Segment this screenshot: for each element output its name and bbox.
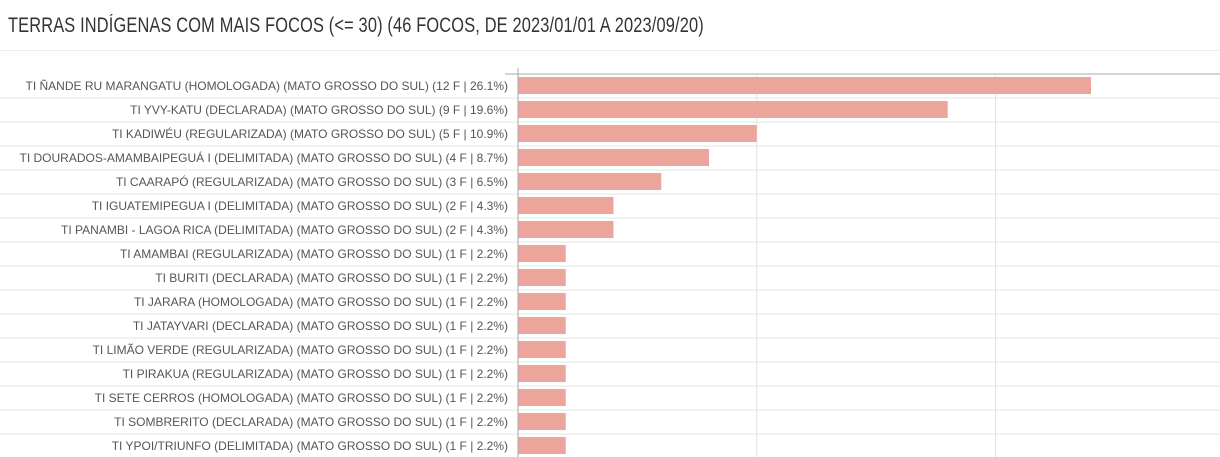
category-label: TI DOURADOS-AMAMBAIPEGUÁ I (DELIMITADA) … [19, 150, 508, 165]
title-divider [0, 50, 1220, 51]
category-label: TI BURITI (DECLARADA) (MATO GROSSO DO SU… [155, 271, 508, 285]
category-label: TI LIMÃO VERDE (REGULARIZADA) (MATO GROS… [93, 343, 508, 357]
category-label: TI SETE CERROS (HOMOLOGADA) (MATO GROSSO… [95, 391, 508, 405]
category-label: TI IGUATEMIPEGUA I (DELIMITADA) (MATO GR… [92, 199, 508, 213]
bar [518, 389, 566, 406]
category-label: TI JATAYVARI (DECLARADA) (MATO GROSSO DO… [133, 319, 508, 333]
category-label: TI ÑANDE RU MARANGATU (HOMOLOGADA) (MATO… [25, 79, 508, 93]
category-label: TI PIRAKUA (REGULARIZADA) (MATO GROSSO D… [123, 367, 508, 381]
bar [518, 149, 709, 166]
bar [518, 365, 566, 382]
bar [518, 197, 614, 214]
bar [518, 221, 614, 238]
category-label: TI PANAMBI - LAGOA RICA (DELIMITADA) (MA… [61, 223, 508, 237]
bar [518, 437, 566, 454]
category-label: TI SOMBRERITO (DECLARADA) (MATO GROSSO D… [114, 415, 508, 429]
bar [518, 269, 566, 286]
bar [518, 413, 566, 430]
bar [518, 173, 662, 190]
category-label: TI YPOI/TRIUNFO (DELIMITADA) (MATO GROSS… [112, 439, 508, 453]
category-label: TI AMAMBAI (REGULARIZADA) (MATO GROSSO D… [120, 247, 508, 261]
category-label: TI CAARAPÓ (REGULARIZADA) (MATO GROSSO D… [116, 174, 508, 189]
bar [518, 317, 566, 334]
category-label: TI YVY-KATU (DECLARADA) (MATO GROSSO DO … [130, 103, 508, 117]
bar [518, 293, 566, 310]
bar [518, 341, 566, 358]
bar [518, 125, 757, 142]
bar [518, 77, 1091, 94]
bar [518, 245, 566, 262]
category-label: TI JARARA (HOMOLOGADA) (MATO GROSSO DO S… [134, 295, 508, 309]
bar [518, 101, 948, 118]
chart-title: TERRAS INDÍGENAS COM MAIS FOCOS (<= 30) … [8, 14, 704, 37]
category-label: TI KADIWÉU (REGULARIZADA) (MATO GROSSO D… [112, 126, 508, 141]
